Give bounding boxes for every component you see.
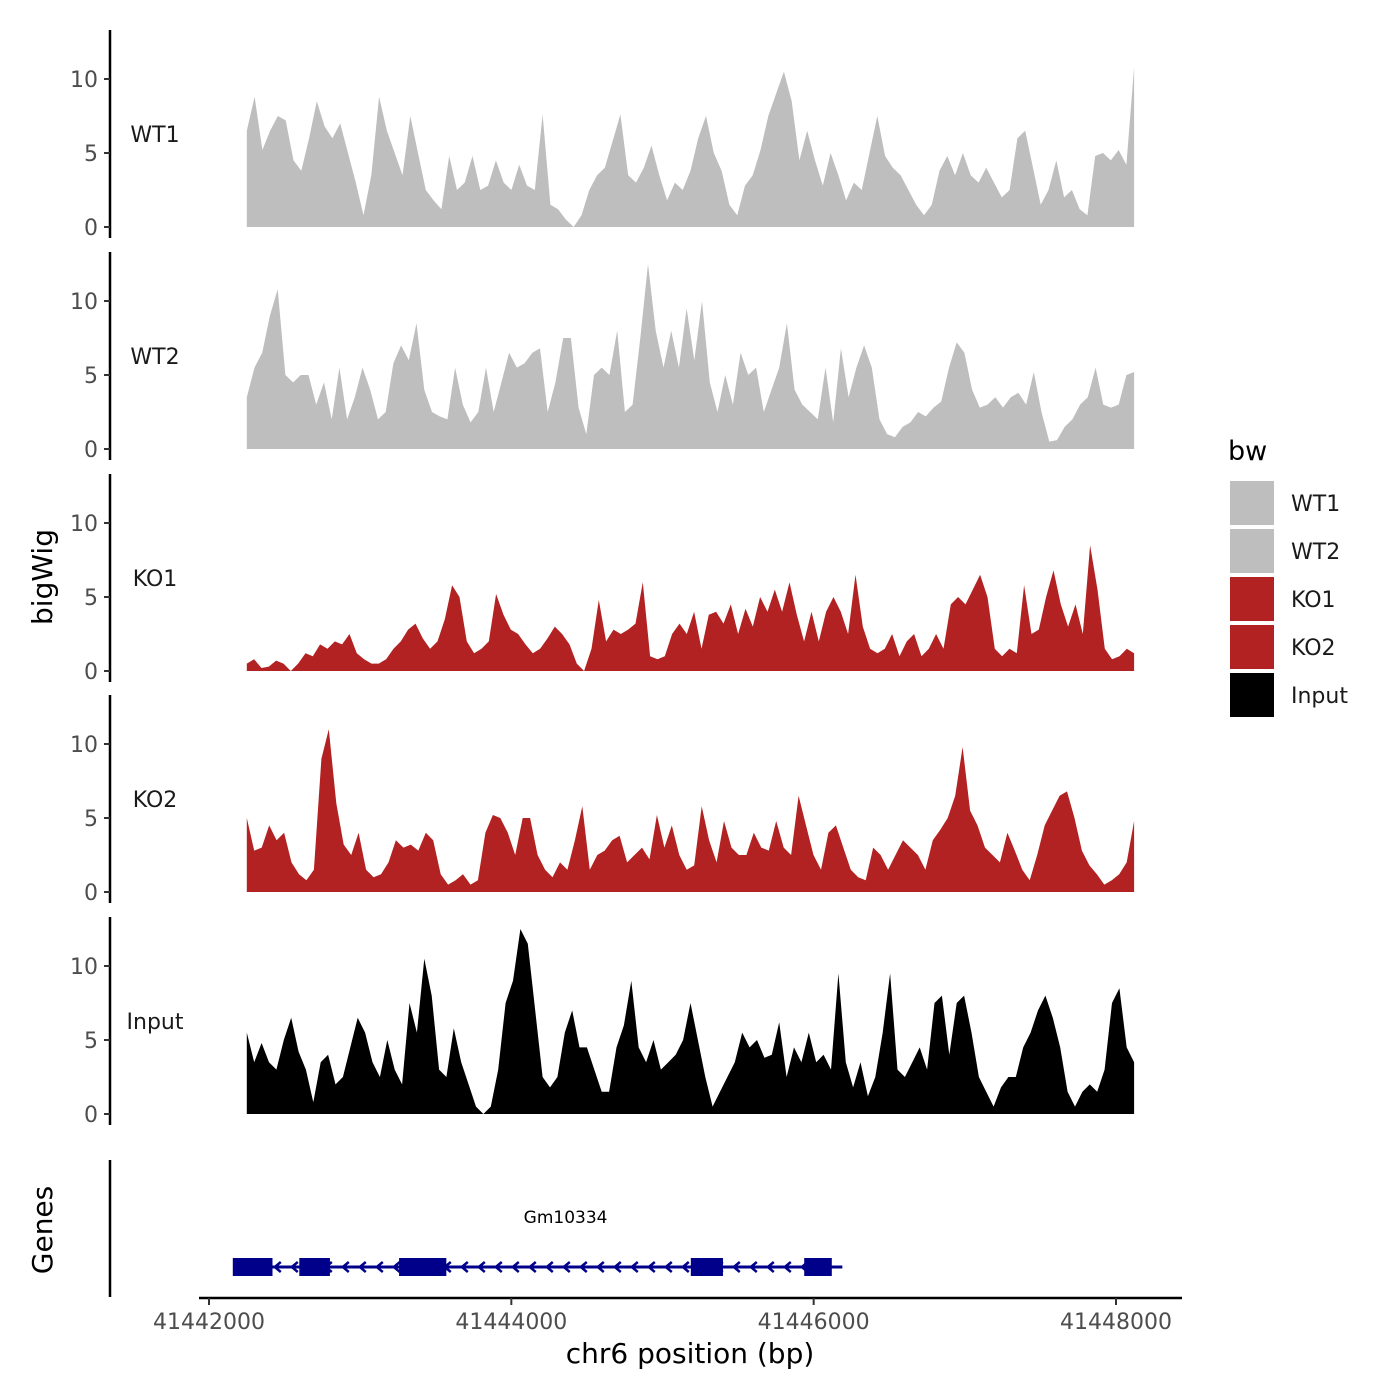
y-tick-label: 0: [84, 1103, 98, 1128]
y-tick-label: 10: [70, 733, 98, 758]
legend-label: KO1: [1291, 588, 1336, 613]
area-ko1: [246, 545, 1135, 671]
gene-exon: [804, 1258, 832, 1276]
legend-title: bw: [1228, 436, 1267, 467]
y-tick-label: 5: [84, 586, 98, 611]
area-ko2: [246, 729, 1135, 892]
track-label: WT1: [130, 123, 179, 148]
strand-arrow: [544, 1261, 554, 1273]
y-tick-label: 0: [84, 881, 98, 906]
genes-axis-title: Genes: [26, 1186, 59, 1274]
legend-label: WT2: [1291, 540, 1340, 565]
legend-label: KO2: [1291, 636, 1336, 661]
y-axis-title: bigWig: [26, 529, 59, 625]
strand-arrow: [629, 1261, 639, 1273]
strand-arrow: [289, 1261, 299, 1273]
strand-arrow: [612, 1261, 622, 1273]
track-label: WT2: [130, 345, 179, 370]
strand-arrow: [782, 1261, 792, 1273]
track-wt2: 0 5 10 WT2: [70, 252, 1135, 463]
y-tick-label: 5: [84, 807, 98, 832]
track-wt1: 0 5 10 WT1: [70, 30, 1135, 241]
strand-arrow: [595, 1261, 605, 1273]
area-wt2: [246, 264, 1135, 449]
y-tick-label: 5: [84, 142, 98, 167]
y-tick-label: 10: [70, 955, 98, 980]
x-tick-label: 41446000: [758, 1310, 870, 1335]
strand-arrow: [748, 1261, 758, 1273]
legend: bw WT1 WT2 KO1 KO2 Input: [1228, 436, 1348, 719]
x-axis-title: chr6 position (bp): [566, 1337, 815, 1370]
strand-arrow: [340, 1261, 350, 1273]
track-label: KO2: [133, 788, 178, 813]
strand-arrow: [476, 1261, 486, 1273]
strand-arrow: [493, 1261, 503, 1273]
y-tick-label: 10: [70, 68, 98, 93]
strand-arrow: [731, 1261, 741, 1273]
gene-exon: [299, 1258, 330, 1276]
strand-arrow: [646, 1261, 656, 1273]
track-label: KO1: [133, 567, 178, 592]
strand-arrow: [391, 1261, 401, 1273]
strand-arrow: [765, 1261, 775, 1273]
gene-exon: [690, 1258, 723, 1276]
strand-arrow: [510, 1261, 520, 1273]
x-tick-label: 41448000: [1060, 1310, 1172, 1335]
y-tick-label: 5: [84, 1029, 98, 1054]
strand-arrow: [357, 1261, 367, 1273]
area-wt1: [246, 67, 1135, 227]
legend-key-ko1: [1228, 575, 1276, 623]
x-axis: 41442000 41444000 41446000 41448000: [153, 1296, 1182, 1335]
strand-arrow: [374, 1261, 384, 1273]
y-tick-label: 0: [84, 438, 98, 463]
legend-key-wt1: [1228, 479, 1276, 527]
gene-exon: [399, 1258, 447, 1276]
y-tick-label: 10: [70, 290, 98, 315]
y-tick-label: 10: [70, 512, 98, 537]
legend-key-input: [1228, 671, 1276, 719]
strand-arrow: [561, 1261, 571, 1273]
strand-arrow: [680, 1261, 690, 1273]
gene-exon: [232, 1258, 273, 1276]
x-tick-label: 41442000: [153, 1310, 265, 1335]
strand-arrow: [527, 1261, 537, 1273]
track-ko1: 0 5 10 KO1: [70, 474, 1135, 685]
track-label: Input: [127, 1010, 184, 1035]
track-ko2: 0 5 10 KO2: [70, 695, 1135, 906]
track-panels: 0 5 10 WT1 0 5 10 WT2 0 5 10 KO1 0 5 10 KO2 0 5 10 Input: [70, 30, 1135, 1128]
y-tick-label: 0: [84, 216, 98, 241]
area-input: [246, 929, 1135, 1114]
gene-label: Gm10334: [524, 1208, 608, 1228]
strand-arrow: [272, 1261, 282, 1273]
genes-panel: Gm10334: [108, 1160, 843, 1297]
strand-arrow: [663, 1261, 673, 1273]
legend-label: Input: [1291, 684, 1348, 709]
x-tick-label: 41444000: [455, 1310, 567, 1335]
strand-arrow: [459, 1261, 469, 1273]
legend-key-ko2: [1228, 623, 1276, 671]
track-input: 0 5 10 Input: [70, 917, 1135, 1128]
y-tick-label: 5: [84, 364, 98, 389]
strand-arrow: [578, 1261, 588, 1273]
legend-label: WT1: [1291, 492, 1340, 517]
y-tick-label: 0: [84, 660, 98, 685]
legend-key-wt2: [1228, 527, 1276, 575]
